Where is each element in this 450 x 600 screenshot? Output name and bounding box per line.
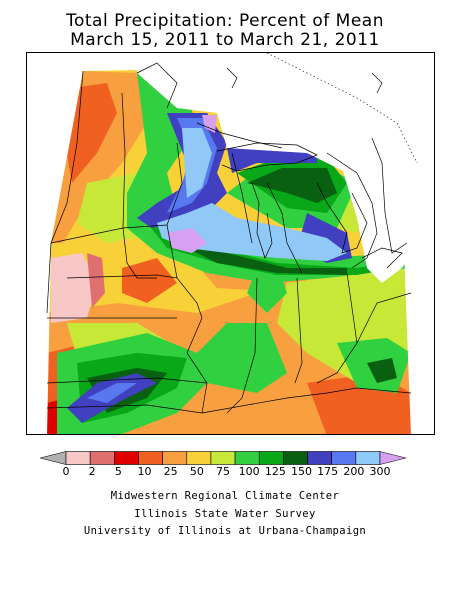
precip-light-blue-area [157,203,347,261]
legend-tick-label: 175 [317,465,339,478]
precip-light-blue-area-north [182,128,212,198]
legend-tick-label: 5 [114,465,122,478]
legend-swatch [234,451,260,465]
legend-swatch [283,451,308,465]
legend-swatch [89,451,115,465]
legend-tick-label: 300 [369,465,391,478]
legend-swatch [65,451,91,465]
color-legend [40,451,406,465]
credit-uiuc: University of Illinois at Urbana-Champai… [83,525,367,537]
legend-swatch [258,451,284,465]
legend-tick-label: 25 [163,465,178,478]
legend-tick-label: 50 [189,465,204,478]
credit-isws: Illinois State Water Survey [134,508,316,520]
legend-tick-label: 75 [216,465,230,478]
credit-mrcc: Midwestern Regional Climate Center [110,490,340,502]
legend-swatch [307,451,332,465]
precipitation-map [26,52,435,435]
precip-violet-area-north [202,115,217,133]
legend-swatch [162,451,188,465]
legend-tick-label: 0 [62,465,70,478]
legend-swatch [114,451,139,465]
canada-border-hint [266,53,418,164]
legend-tick-label: 2 [88,465,96,478]
lake-outlines [136,62,403,269]
legend-swatch [186,451,212,465]
legend-arrow-low [40,451,67,465]
legend-tick-label: 200 [343,465,365,478]
map-title: Total Precipitation: Percent of Mean [66,11,384,31]
legend-tick-label: 10 [137,465,152,478]
legend-arrow-high [379,451,406,465]
legend-tick-label: 150 [291,465,312,478]
legend-tick-label: 100 [238,465,260,478]
precip-violet-area [167,228,207,253]
state-boundaries [46,70,412,414]
legend-swatch [331,451,357,465]
map-date-range: March 15, 2011 to March 21, 2011 [70,30,380,50]
legend-tick-label: 125 [264,465,286,478]
legend-swatch [355,451,381,465]
legend-swatch [210,451,236,465]
legend-swatch [138,451,163,465]
